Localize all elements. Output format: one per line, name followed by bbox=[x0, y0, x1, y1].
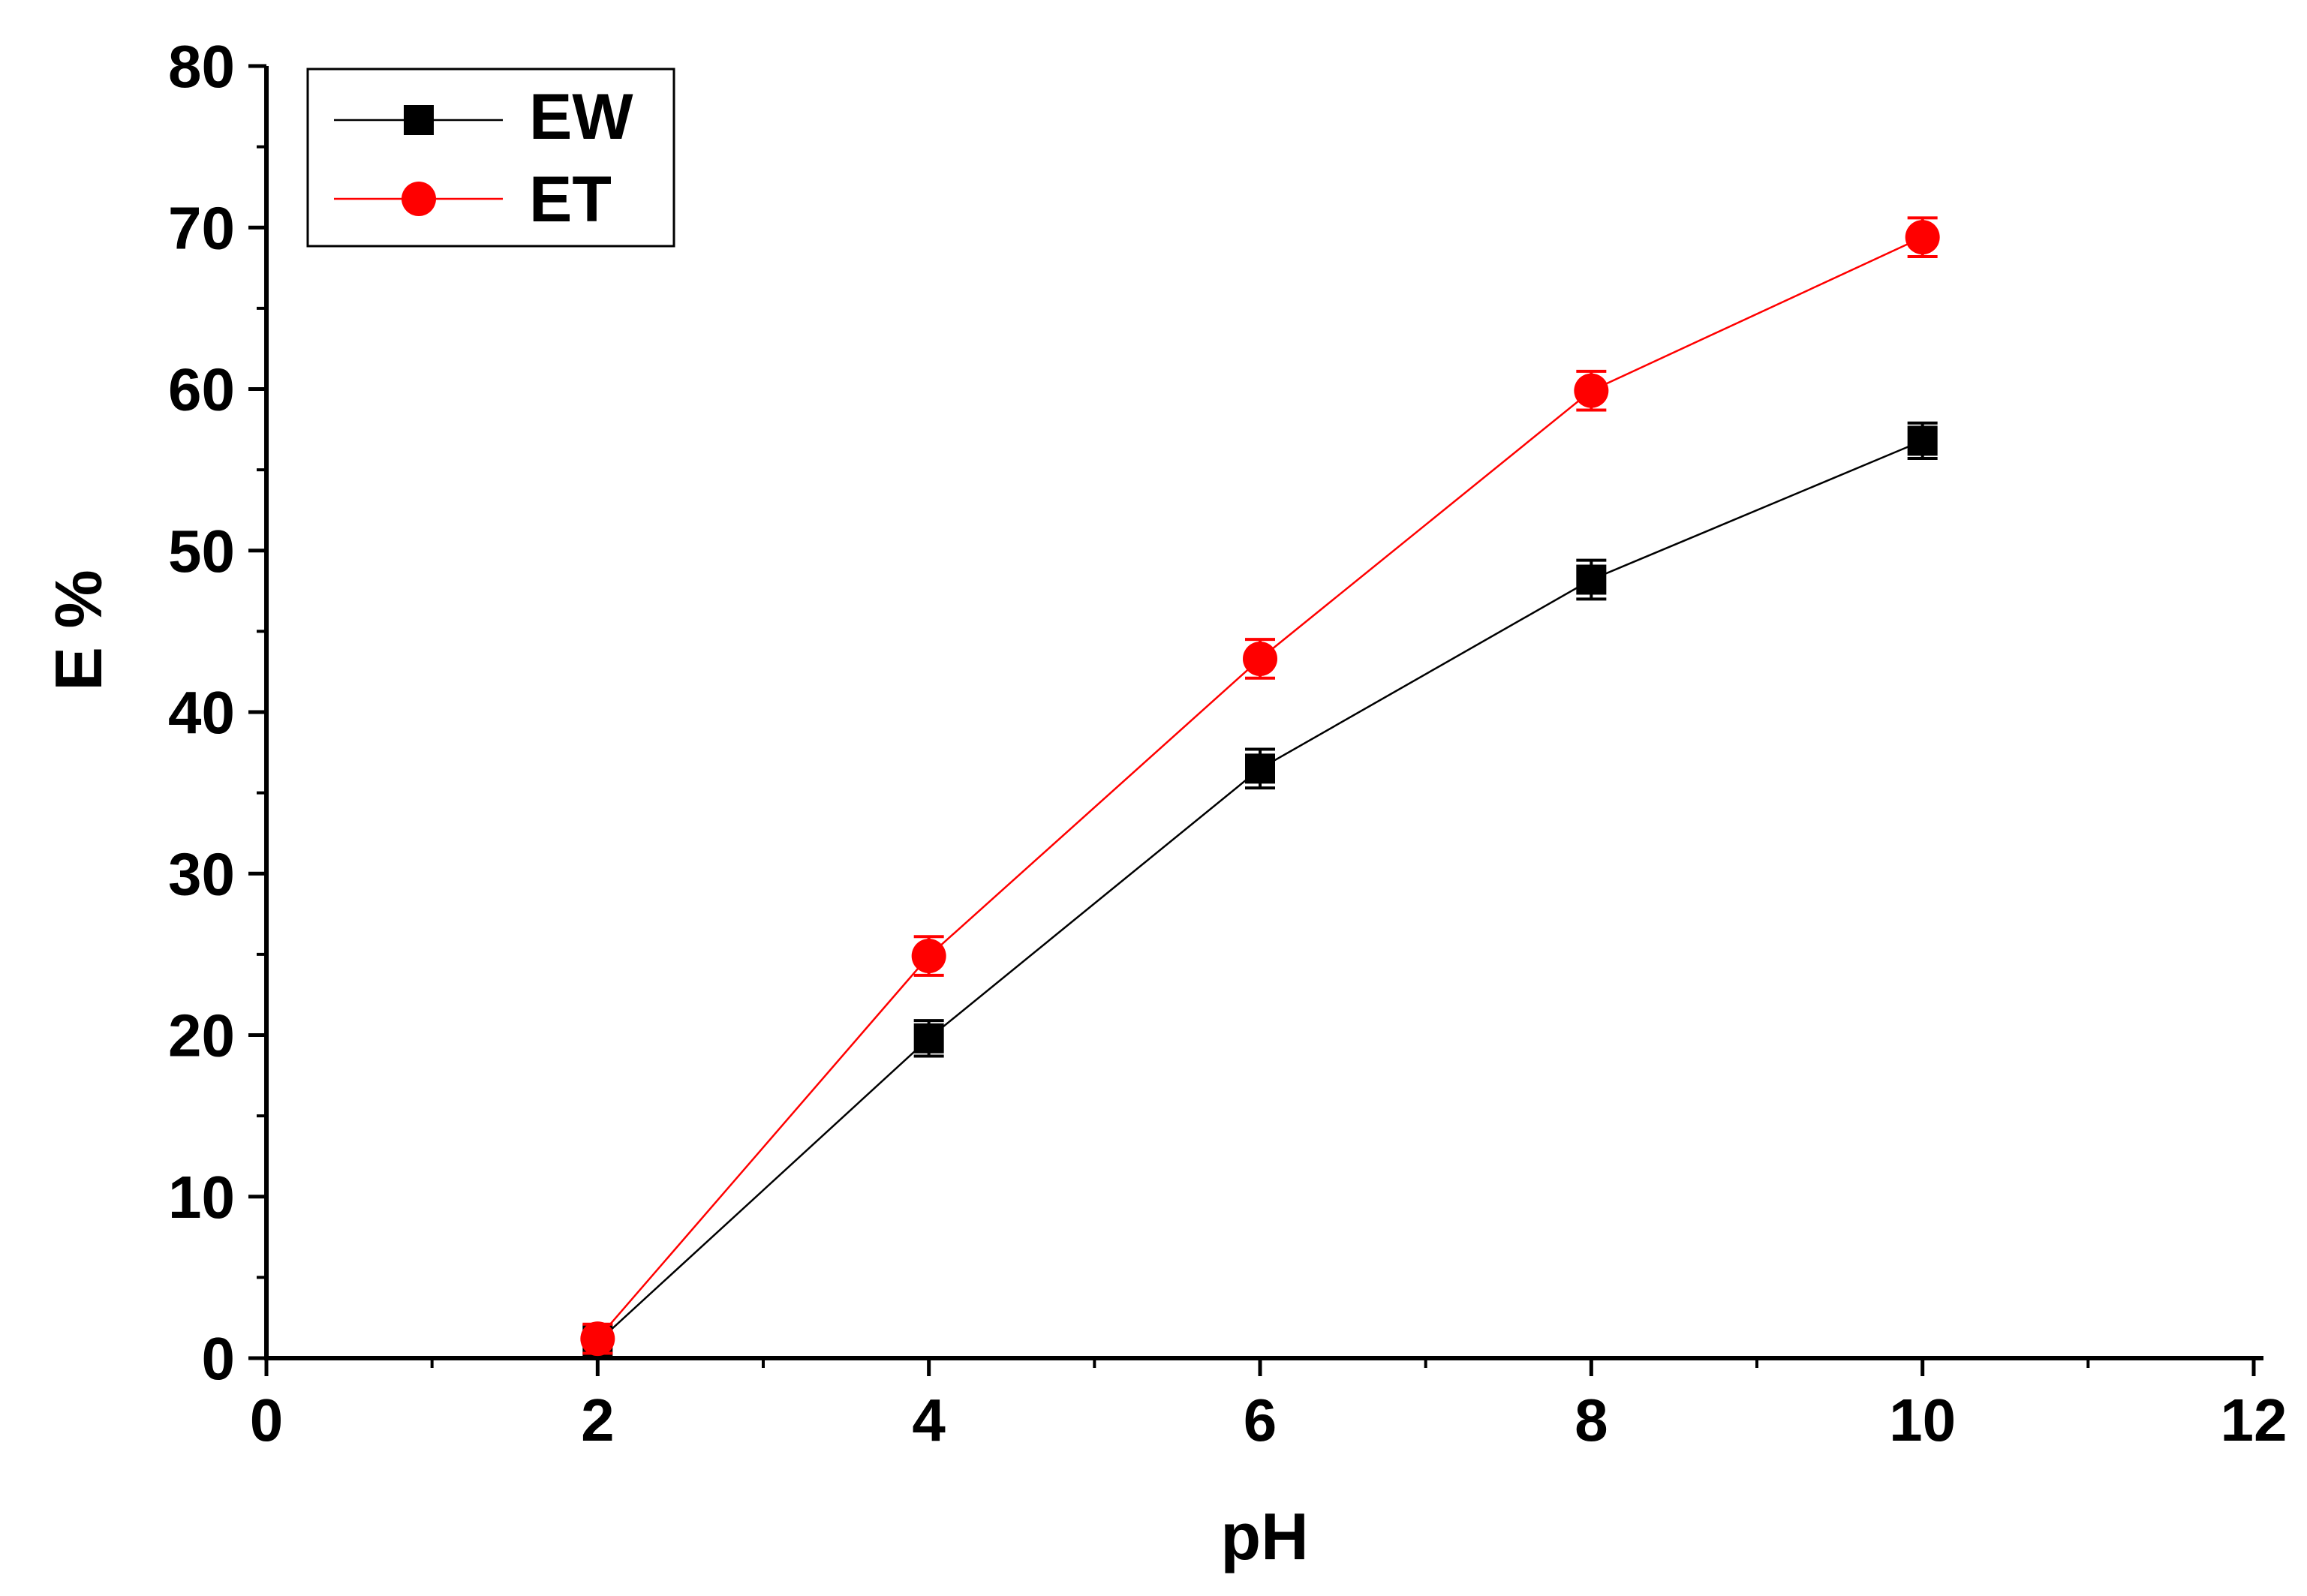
data-point bbox=[911, 939, 946, 974]
legend-marker bbox=[402, 182, 436, 216]
series-et bbox=[580, 216, 1940, 1357]
legend: EW ET bbox=[306, 68, 675, 248]
x-tick-label: 4 bbox=[912, 1387, 946, 1453]
x-tick-label: 0 bbox=[250, 1387, 284, 1453]
legend-box bbox=[306, 68, 675, 248]
y-tick-label: 30 bbox=[168, 840, 235, 907]
y-axis-label: E % bbox=[41, 570, 116, 690]
y-tick-label: 10 bbox=[168, 1164, 235, 1231]
x-tick-label: 10 bbox=[1889, 1387, 1956, 1453]
y-tick-label: 20 bbox=[168, 1002, 235, 1069]
x-ticks: 0 2 4 6 8 10 12 bbox=[250, 1358, 2287, 1453]
data-point bbox=[1245, 753, 1275, 784]
data-point bbox=[1905, 220, 1940, 255]
y-tick-label: 0 bbox=[202, 1325, 236, 1392]
y-tick-label: 80 bbox=[168, 33, 235, 100]
y-tick-label: 60 bbox=[168, 356, 235, 423]
y-ticks: 0 10 20 30 40 50 60 70 80 bbox=[168, 33, 266, 1392]
data-point bbox=[1576, 564, 1607, 595]
legend-marker bbox=[404, 105, 434, 135]
data-point bbox=[1907, 425, 1938, 456]
data-point bbox=[1243, 641, 1277, 676]
legend-label-ew: EW bbox=[529, 81, 633, 153]
plot-area bbox=[264, 66, 2263, 1360]
y-tick-label: 50 bbox=[168, 518, 235, 585]
series-layer bbox=[580, 216, 1940, 1360]
data-point bbox=[1574, 373, 1609, 408]
y-tick-label: 70 bbox=[168, 194, 235, 261]
x-tick-label: 12 bbox=[2221, 1387, 2287, 1453]
x-tick-label: 8 bbox=[1575, 1387, 1608, 1453]
legend-label-et: ET bbox=[529, 164, 612, 236]
x-tick-label: 2 bbox=[581, 1387, 615, 1453]
series-line-ew bbox=[597, 440, 1924, 1343]
data-point bbox=[913, 1023, 944, 1053]
legend-items bbox=[334, 105, 503, 216]
data-point bbox=[580, 1321, 615, 1357]
x-axis-label: pH bbox=[1220, 1499, 1308, 1573]
series-ew bbox=[582, 421, 1938, 1360]
x-tick-label: 6 bbox=[1244, 1387, 1277, 1453]
y-tick-label: 40 bbox=[168, 679, 235, 746]
